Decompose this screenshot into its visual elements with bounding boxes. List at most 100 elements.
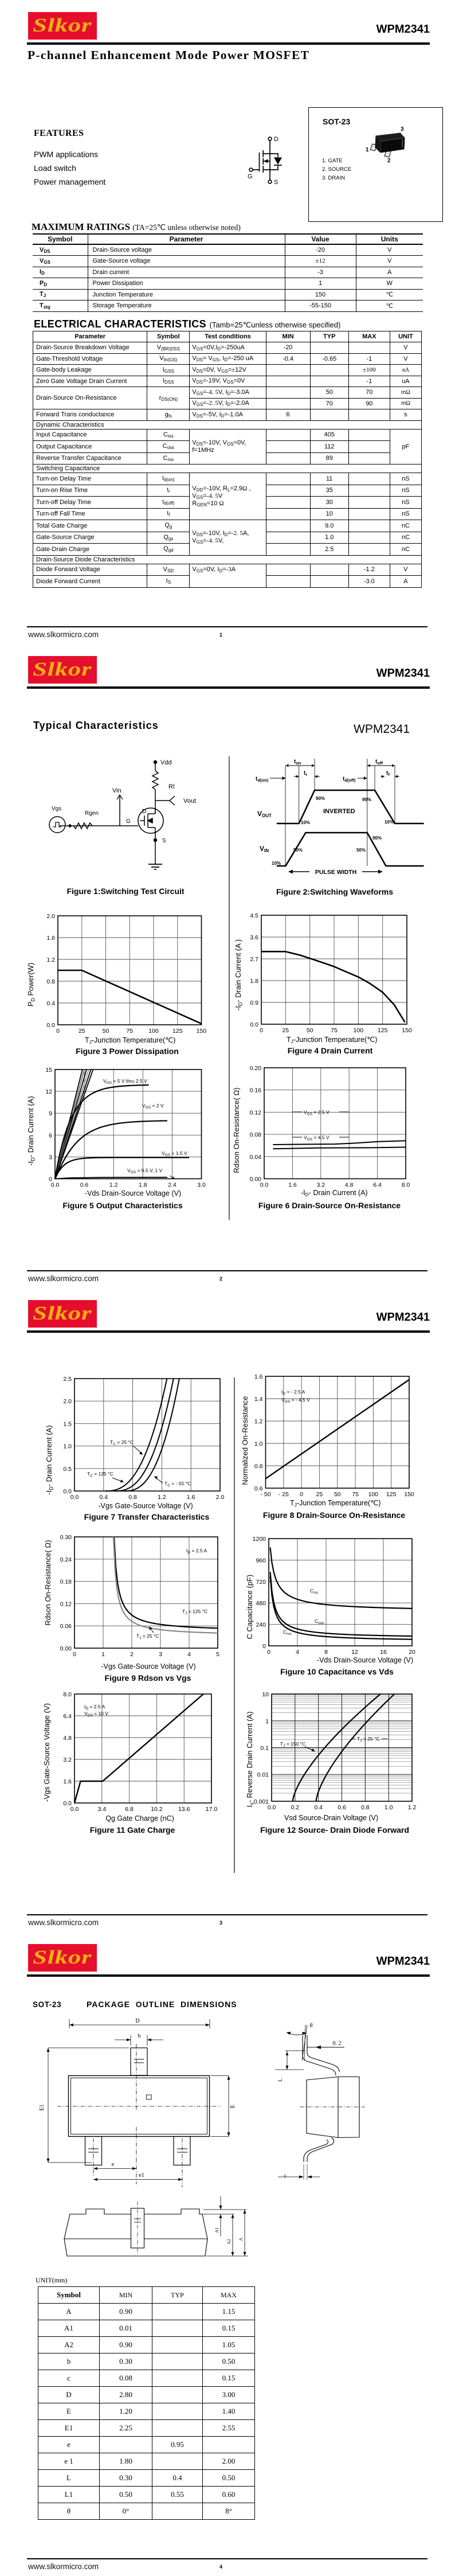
svg-text:1.6: 1.6 (63, 1778, 72, 1785)
svg-text:Ciss​: Ciss​ (310, 1588, 319, 1595)
svg-text:0.9: 0.9 (250, 1000, 258, 1006)
svg-text:0.20: 0.20 (250, 1065, 262, 1072)
svg-text:0.00: 0.00 (250, 1176, 262, 1183)
svg-text:50: 50 (334, 1491, 341, 1498)
svg-text:0.04: 0.04 (250, 1154, 262, 1161)
svg-text:E: E (230, 2105, 236, 2108)
svg-text:0.2: 0.2 (291, 1804, 299, 1811)
svg-text:1.6: 1.6 (288, 1182, 297, 1189)
svg-text:75: 75 (352, 1491, 359, 1498)
svg-text:1.6: 1.6 (46, 935, 55, 942)
svg-text:2.5: 2.5 (63, 1376, 72, 1383)
svg-text:0.0: 0.0 (70, 1806, 79, 1813)
svg-text:10%: 10% (272, 861, 281, 866)
svg-text:3: 3 (159, 1651, 162, 1658)
svg-text:25: 25 (282, 1027, 289, 1034)
svg-text:50%: 50% (356, 848, 366, 853)
svg-text:Rl: Rl (168, 783, 174, 790)
svg-text:2.4: 2.4 (168, 1182, 176, 1189)
svg-text:ID​ = 2.5 A: ID​ = 2.5 A (84, 1704, 105, 1711)
svg-text:-Vgs Gate-Source Voltage (V): -Vgs Gate-Source Voltage (V) (101, 1662, 195, 1671)
svg-text:VGS​ = 1.5 V: VGS​ = 1.5 V (162, 1150, 187, 1157)
svg-text:PD​ Power(W): PD​ Power(W) (26, 963, 36, 1007)
svg-text:-Vds Drain-Source Voltage (V): -Vds Drain-Source Voltage (V) (317, 1656, 413, 1664)
svg-text:-Vgs Gate-Source Voltage (V): -Vgs Gate-Source Voltage (V) (42, 1703, 51, 1802)
svg-text:Figure 8 Drain-Source On-Resis: Figure 8 Drain-Source On-Resistance (263, 1511, 405, 1520)
svg-text:INVERTED: INVERTED (323, 808, 355, 815)
svg-text:C Capacitance (pF): C Capacitance (pF) (245, 1575, 254, 1640)
svg-text:0.4: 0.4 (314, 1804, 323, 1811)
svg-text:D: D (274, 136, 279, 143)
svg-text:VGS​ = 0.5 V, 1 V: VGS​ = 0.5 V, 1 V (127, 1168, 163, 1174)
svg-text:3.0: 3.0 (197, 1182, 206, 1189)
svg-text:td(off)​: td(off)​ (343, 776, 356, 783)
svg-text:TJ​ = 125 °C: TJ​ = 125 °C (182, 1609, 207, 1615)
svg-text:0.5: 0.5 (63, 1466, 72, 1473)
svg-text:10%: 10% (301, 820, 310, 825)
svg-text:Rdson On-Resistance( Ω): Rdson On-Resistance( Ω) (232, 1087, 241, 1173)
svg-text:θ: θ (310, 2023, 313, 2029)
svg-text:- 25: - 25 (279, 1491, 289, 1498)
svg-text:1.0: 1.0 (63, 1443, 72, 1450)
svg-text:0.0: 0.0 (46, 1022, 55, 1029)
svg-text:0: 0 (56, 1028, 60, 1035)
svg-text:A: A (238, 2238, 244, 2241)
svg-text:1.8: 1.8 (139, 1182, 147, 1189)
svg-text:5: 5 (216, 1651, 219, 1658)
svg-text:0.4: 0.4 (99, 1494, 108, 1501)
svg-text:15: 15 (45, 1067, 52, 1074)
svg-text:75: 75 (331, 1027, 338, 1034)
svg-text:S: S (274, 179, 278, 186)
svg-text:10.2: 10.2 (151, 1806, 163, 1813)
svg-text:-Vds Drain-Source Voltage (V): -Vds Drain-Source Voltage (V) (85, 1189, 181, 1197)
svg-text:tf​: tf​ (386, 770, 390, 777)
svg-text:2.0: 2.0 (216, 1494, 225, 1501)
svg-text:0.08: 0.08 (250, 1131, 262, 1138)
svg-text:Vsd Source-Drain Voltage (V): Vsd Source-Drain Voltage (V) (284, 1814, 378, 1822)
svg-text:TJ​-Junction Temperature(℃): TJ​-Junction Temperature(℃) (287, 1036, 377, 1044)
svg-text:Coss​: Coss​ (315, 1618, 324, 1625)
svg-text:Vdd: Vdd (160, 759, 172, 766)
svg-text:90%: 90% (316, 796, 325, 801)
svg-text:Figure 10 Capacitance vs Vds: Figure 10 Capacitance vs Vds (280, 1667, 394, 1676)
svg-text:3.2: 3.2 (63, 1757, 72, 1763)
svg-text:Rdson On-Resistance( Ω): Rdson On-Resistance( Ω) (44, 1540, 52, 1625)
svg-text:16: 16 (380, 1649, 387, 1656)
svg-text:1.2: 1.2 (158, 1494, 166, 1501)
svg-text:S: S (162, 838, 166, 844)
svg-text:-ID​- Drain Current (A): -ID​- Drain Current (A) (45, 1425, 54, 1494)
svg-text:VDS​ = 10 V: VDS​ = 10 V (84, 1711, 108, 1718)
svg-text:0.06: 0.06 (60, 1623, 72, 1630)
svg-text:Figure 3 Power Dissipation: Figure 3 Power Dissipation (76, 1047, 179, 1056)
svg-text:3: 3 (49, 1154, 52, 1161)
svg-text:Qg Gate Charge (nC): Qg Gate Charge (nC) (105, 1814, 174, 1822)
svg-text:75: 75 (126, 1028, 133, 1035)
svg-text:90%: 90% (362, 797, 371, 802)
svg-text:TJ​ = 25 °C: TJ​ = 25 °C (136, 1633, 159, 1640)
svg-text:VGS​ = 2.5 V: VGS​ = 2.5 V (304, 1110, 330, 1117)
svg-text:Crss​: Crss​ (283, 1629, 292, 1636)
svg-text:A1: A1 (214, 2227, 219, 2233)
svg-text:720: 720 (256, 1579, 266, 1586)
svg-text:PULSE WIDTH: PULSE WIDTH (315, 869, 356, 876)
svg-text:960: 960 (256, 1557, 266, 1564)
svg-text:Figure 1:Switching Test Circui: Figure 1:Switching Test Circuit (66, 887, 184, 896)
svg-text:125: 125 (172, 1028, 183, 1035)
svg-text:0.8: 0.8 (361, 1804, 370, 1811)
svg-text:0.8: 0.8 (46, 978, 55, 985)
svg-text:VGS​ = 5 V thru 2.5 V: VGS​ = 5 V thru 2.5 V (103, 1078, 147, 1085)
svg-text:1.2: 1.2 (46, 957, 55, 963)
svg-text:toff​: toff​ (375, 759, 383, 766)
svg-text:2.0: 2.0 (63, 1398, 72, 1405)
svg-text:Figure 5 Output Characteristic: Figure 5 Output Characteristics (62, 1201, 182, 1210)
svg-text:0. 2: 0. 2 (333, 2040, 342, 2047)
svg-text:0.16: 0.16 (250, 1087, 262, 1094)
svg-text:100: 100 (354, 1027, 364, 1034)
svg-text:VIN​: VIN​ (260, 845, 269, 853)
svg-text:VGS​ = 2 V: VGS​ = 2 V (142, 1103, 164, 1110)
svg-text:1.6: 1.6 (187, 1494, 195, 1501)
svg-text:Figure 9 Rdson vs Vgs: Figure 9 Rdson vs Vgs (105, 1673, 191, 1683)
svg-text:TC​ = 25 °C: TC​ = 25 °C (110, 1439, 134, 1446)
svg-text:1: 1 (101, 1651, 105, 1658)
svg-text:150: 150 (402, 1027, 412, 1034)
